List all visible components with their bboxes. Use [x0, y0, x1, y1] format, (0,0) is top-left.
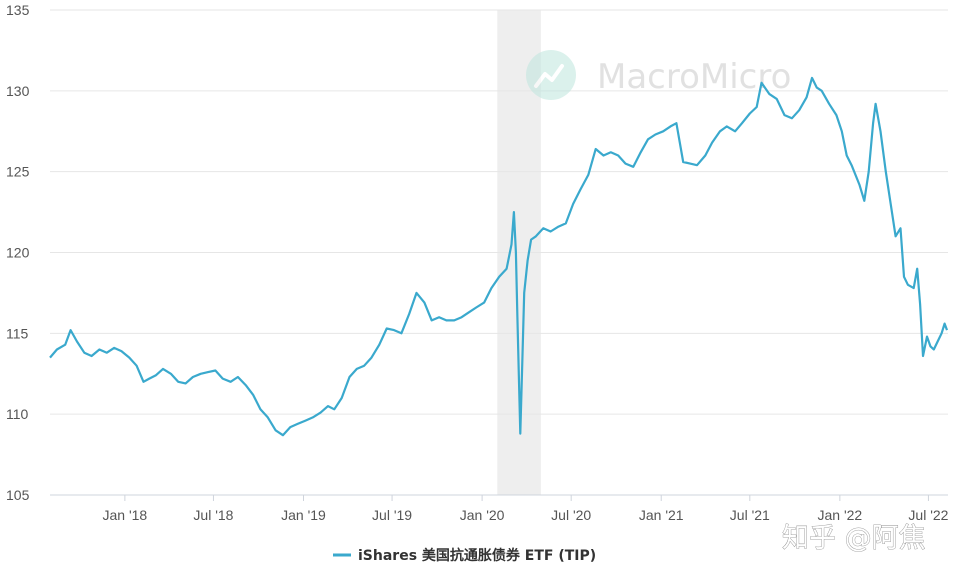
y-tick-label-120: 120 — [6, 245, 30, 261]
legend-label: iShares 美国抗通胀债券 ETF (TIP) — [358, 547, 596, 564]
series-line-tip — [49, 76, 949, 437]
macromicro-watermark: MacroMicro — [526, 50, 791, 100]
x-tick-label-8: Jan '22 — [817, 507, 862, 523]
x-axis-ticks: Jan '18 Jul '18 Jan '19 Jul '19 Jan '20 Jul '… — [103, 495, 949, 523]
legend[interactable]: iShares 美国抗通胀债券 ETF (TIP) — [333, 547, 596, 564]
y-tick-label-110: 110 — [6, 406, 29, 422]
x-tick-label-0: Jan '18 — [103, 507, 148, 523]
y-axis-tick-labels: 105 110 115 120 125 130 135 — [6, 2, 30, 503]
trend-arrow-icon — [534, 64, 564, 88]
horizontal-grid — [50, 9, 948, 415]
y-tick-label-115: 115 — [6, 325, 29, 341]
x-tick-label-2: Jan '19 — [281, 507, 326, 523]
x-tick-label-4: Jan '20 — [460, 507, 505, 523]
x-tick-label-9: Jul '22 — [908, 507, 948, 523]
x-tick-label-5: Jul '20 — [551, 507, 591, 523]
watermark-brand-text: MacroMicro — [597, 57, 791, 97]
x-tick-label-3: Jul '19 — [372, 507, 412, 523]
y-tick-label-125: 125 — [6, 164, 30, 180]
x-tick-label-6: Jan '21 — [639, 507, 684, 523]
y-tick-label-130: 130 — [6, 83, 30, 99]
x-tick-label-7: Jul '21 — [730, 507, 770, 523]
credit-overlay: 知乎 @阿焦 — [782, 523, 926, 554]
y-tick-label-105: 105 — [6, 487, 30, 503]
x-tick-label-1: Jul '18 — [193, 507, 233, 523]
y-tick-label-135: 135 — [6, 2, 30, 18]
macromicro-logo-icon — [526, 50, 576, 100]
